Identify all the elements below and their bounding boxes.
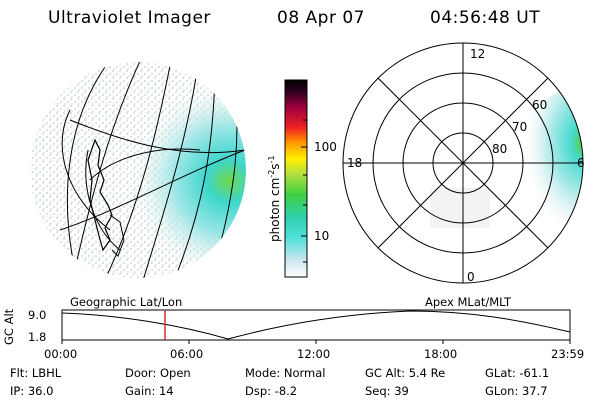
glon-value: GLon: 37.7 bbox=[485, 384, 548, 398]
geographic-label: Geographic Lat/Lon bbox=[70, 295, 183, 309]
timeline-ytick-high: 9.0 bbox=[28, 308, 47, 322]
timeline-ytick-low: 1.8 bbox=[28, 330, 47, 344]
mlt-label-6: 6 bbox=[577, 156, 585, 170]
colorbar-label-text: photon cm bbox=[268, 177, 282, 242]
timeline-xtick-2359: 23:59 bbox=[551, 347, 585, 361]
colorbar-tick-10: 10 bbox=[314, 229, 330, 243]
gc-alt-value: GC Alt: 5.4 Re bbox=[365, 366, 446, 380]
app-title: Ultraviolet Imager bbox=[48, 8, 211, 28]
colorbar-tick-100: 100 bbox=[314, 140, 337, 154]
mlt-label-12: 12 bbox=[470, 47, 486, 61]
ip-value: IP: 36.0 bbox=[10, 384, 54, 398]
gain-value: Gain: 14 bbox=[125, 384, 174, 398]
colorbar-label-exp2: -1 bbox=[267, 155, 276, 164]
timeline-ylabel: GC Alt bbox=[2, 308, 16, 345]
apex-label: Apex MLat/MLT bbox=[425, 295, 512, 309]
dsp-value: Dsp: -8.2 bbox=[245, 384, 298, 398]
mlt-label-0: 0 bbox=[467, 270, 475, 284]
date-label: 08 Apr 07 bbox=[277, 8, 365, 28]
lat-label-70: 70 bbox=[512, 120, 528, 134]
time-label: 04:56:48 UT bbox=[430, 8, 541, 28]
geographic-image bbox=[30, 62, 246, 278]
colorbar-label-exp: -2 bbox=[267, 169, 276, 178]
filter-value: Flt: LBHL bbox=[10, 366, 62, 380]
timeline-xtick-1800: 18:00 bbox=[424, 347, 458, 361]
colorbar-label: photon cm-2s-1 bbox=[267, 155, 282, 242]
timeline-xtick-0000: 00:00 bbox=[44, 347, 78, 361]
door-value: Door: Open bbox=[125, 366, 191, 380]
timeline-xtick-1200: 12:00 bbox=[297, 347, 331, 361]
mlt-label-18: 18 bbox=[347, 156, 363, 170]
timeline-xtick-0600: 06:00 bbox=[170, 347, 204, 361]
seq-value: Seq: 39 bbox=[365, 384, 409, 398]
timeline-plot bbox=[61, 309, 571, 344]
mode-value: Mode: Normal bbox=[245, 366, 326, 380]
lat-label-60: 60 bbox=[532, 98, 548, 112]
colorbar bbox=[284, 79, 308, 278]
polar-image bbox=[342, 42, 584, 284]
colorbar-label-unit: s bbox=[268, 163, 282, 170]
colorbar-ticks bbox=[301, 119, 307, 263]
lat-label-80: 80 bbox=[492, 142, 508, 156]
glat-value: GLat: -61.1 bbox=[485, 366, 550, 380]
